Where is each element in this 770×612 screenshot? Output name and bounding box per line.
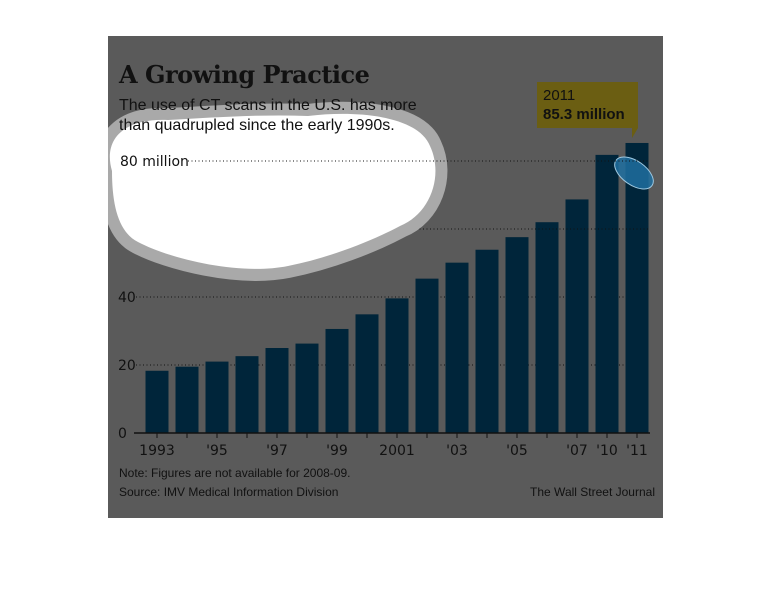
chart-subtitle: The use of CT scans in the U.S. has more… [119, 97, 417, 134]
axes [134, 432, 650, 438]
xtick-label-2003: '03 [446, 443, 468, 459]
bar-2010 [595, 154, 619, 433]
bar-1998 [295, 343, 319, 433]
xtick-label-2010: '10 [596, 443, 618, 459]
bar-2002 [415, 278, 439, 433]
chart-note: Note: Figures are not available for 2008… [119, 466, 351, 480]
bar-1993 [145, 370, 169, 433]
ytick-label-20: 20 [118, 358, 136, 374]
xtick-label-1999: '99 [326, 443, 348, 459]
overlays: 80 million [108, 101, 654, 281]
callout-value: 85.3 million [543, 106, 625, 123]
xtick-label-1995: '95 [206, 443, 228, 459]
bar-1999 [325, 328, 349, 433]
bar-2011 [625, 142, 649, 433]
bar-1995 [205, 361, 229, 433]
chart-source: Source: IMV Medical Information Division [119, 485, 339, 499]
bar-2000 [355, 314, 379, 433]
chart-panel: 020406080 million1993'95'97'992001'03'05… [108, 36, 663, 518]
xtick-label-2001: 2001 [379, 443, 415, 459]
xtick-label-1993: 1993 [139, 443, 175, 459]
bar-2004 [475, 249, 499, 433]
bar-2001 [385, 298, 409, 433]
bar-1997 [265, 348, 289, 433]
bar-2007 [565, 199, 589, 433]
callout-year: 2011 [543, 87, 576, 104]
xtick-label-2005: '05 [506, 443, 528, 459]
chart-title: A Growing Practice [119, 60, 370, 89]
annotation-blob [109, 113, 436, 269]
chart-svg: 020406080 million1993'95'97'992001'03'05… [108, 101, 654, 459]
xtick-label-2011: '11 [626, 443, 648, 459]
bar-1994 [175, 366, 199, 433]
ytick-label-0: 0 [118, 426, 127, 442]
ytick-label-80-overlay: 80 million [120, 154, 189, 170]
xtick-label-2007: '07 [566, 443, 588, 459]
ytick-label-40: 40 [118, 290, 136, 306]
callout-pointer [632, 128, 638, 138]
chart-credit: The Wall Street Journal [530, 485, 655, 499]
xtick-label-1997: '97 [266, 443, 288, 459]
bar-2006 [535, 222, 559, 433]
bar-1996 [235, 356, 259, 433]
bars [145, 142, 649, 433]
highlight-ellipse [614, 156, 654, 190]
value-callout: 2011 85.3 million [537, 82, 638, 128]
bar-2003 [445, 262, 469, 433]
bar-2005 [505, 237, 529, 433]
